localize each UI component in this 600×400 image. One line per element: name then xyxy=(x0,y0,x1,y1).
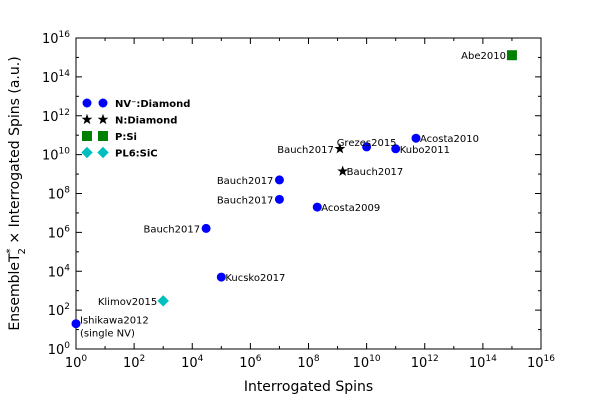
data-point xyxy=(274,175,284,185)
point-labels: Ishikawa2012 (single NV) Kucsko2017 Bauch20… xyxy=(80,51,506,339)
x-axis-label: Interrogated Spins xyxy=(244,379,373,395)
legend-entry-label: PL6:SiC xyxy=(115,149,158,160)
legend-marker xyxy=(98,98,108,108)
point-label: Grezes2015 xyxy=(337,138,397,149)
legend-marker xyxy=(82,98,92,108)
point-label: Bauch2017 xyxy=(217,195,274,206)
x-tick-label: 1016 xyxy=(527,354,555,371)
point-label: Kubo2011 xyxy=(400,145,450,156)
legend-marker xyxy=(97,113,109,125)
y-axis-label: EnsembleT*2 × Interrogated Spins (a.u.) xyxy=(5,56,28,330)
legend-entry-label: N:Diamond xyxy=(115,116,177,127)
legend-entry-label: NV⁻:Diamond xyxy=(115,99,190,110)
data-point xyxy=(216,272,226,282)
x-tick-label: 104 xyxy=(181,354,204,371)
x-tick-label: 100 xyxy=(65,354,88,371)
x-tick-label: 1012 xyxy=(411,354,439,371)
y-tick-label: 1014 xyxy=(42,69,70,86)
data-point xyxy=(274,194,284,204)
point-label: Klimov2015 xyxy=(98,297,157,308)
data-point xyxy=(201,223,211,233)
point-label: Ishikawa2012 xyxy=(80,316,149,327)
x-tick-label: 1014 xyxy=(469,354,497,371)
legend-marker xyxy=(81,146,93,159)
data-point xyxy=(506,50,517,61)
data-points xyxy=(71,50,517,329)
y-tick-label: 1016 xyxy=(42,30,70,47)
point-label: Acosta2009 xyxy=(321,203,380,214)
y-tick-label: 106 xyxy=(48,224,71,241)
point-label: Bauch2017 xyxy=(347,167,404,178)
legend-marker xyxy=(81,113,93,125)
legend-marker xyxy=(98,131,108,141)
point-label: Bauch2017 xyxy=(277,145,334,156)
data-point xyxy=(334,143,346,154)
x-tick-label: 1010 xyxy=(353,354,381,371)
data-point xyxy=(362,142,372,152)
legend: NV⁻:Diamond N:Diamond P:Si PL6:SiC xyxy=(81,98,190,160)
legend-entry-label: P:Si xyxy=(115,132,137,143)
data-point xyxy=(411,133,421,143)
y-tick-label: 1010 xyxy=(42,147,70,164)
y-tick-label: 108 xyxy=(48,186,71,203)
point-label-secondary: (single NV) xyxy=(80,329,135,340)
point-label: Abe2010 xyxy=(461,51,506,62)
x-tick-label: 106 xyxy=(239,354,262,371)
data-point xyxy=(391,144,401,154)
axis-ticks: 100 102 104 106 108 1010 1012 1014 1016 100 102 104… xyxy=(42,30,555,371)
data-point xyxy=(157,295,169,307)
y-tick-label: 104 xyxy=(48,263,71,280)
data-point xyxy=(312,202,322,212)
data-point xyxy=(71,319,81,329)
axis-titles: Interrogated Spins EnsembleT*2 × Interro… xyxy=(5,56,373,395)
y-tick-label: 100 xyxy=(48,341,71,358)
legend-marker xyxy=(97,146,109,159)
point-label: Kucsko2017 xyxy=(225,273,285,284)
legend-marker xyxy=(82,131,92,141)
point-label: Acosta2010 xyxy=(420,134,479,145)
point-label: Bauch2017 xyxy=(143,224,200,235)
y-tick-label: 102 xyxy=(48,302,70,319)
data-point xyxy=(337,165,349,176)
y-tick-label: 1012 xyxy=(42,108,70,125)
x-tick-label: 102 xyxy=(123,354,145,371)
point-label: Bauch2017 xyxy=(217,176,274,187)
x-tick-label: 108 xyxy=(297,354,320,371)
